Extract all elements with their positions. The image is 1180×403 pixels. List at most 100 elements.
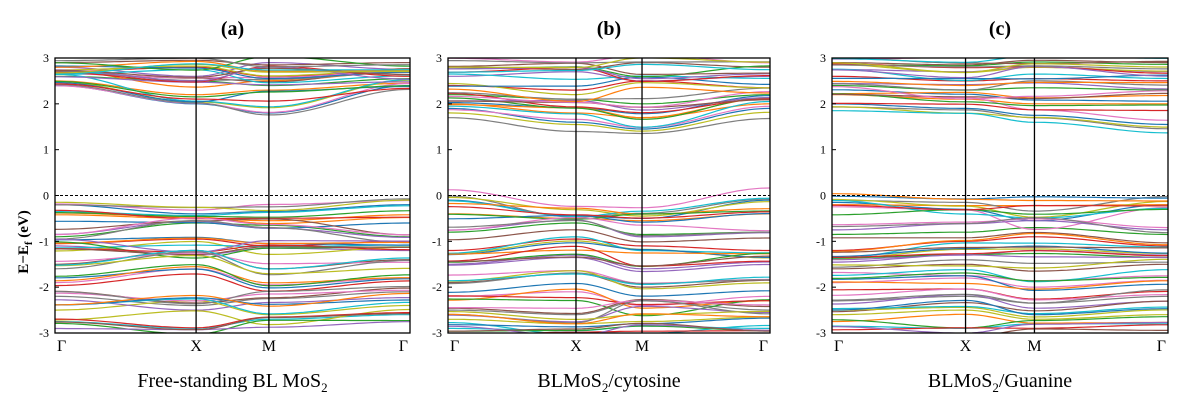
panel-caption: BLMoS2/cytosine xyxy=(537,370,680,395)
band-line xyxy=(55,217,410,236)
band-line xyxy=(448,212,770,223)
x-tick-label: Γ xyxy=(399,338,408,355)
band-line xyxy=(55,80,410,98)
band-line xyxy=(448,103,770,119)
band-line xyxy=(832,93,1168,107)
band-line xyxy=(448,219,770,237)
band-line xyxy=(832,231,1168,244)
band-line xyxy=(832,58,1168,63)
band-line xyxy=(55,58,410,71)
band-line xyxy=(55,58,410,68)
band-line xyxy=(448,66,770,83)
band-line xyxy=(832,86,1168,100)
band-line xyxy=(832,63,1168,74)
band-line xyxy=(448,272,770,285)
band-line xyxy=(832,272,1168,282)
band-line xyxy=(832,62,1168,74)
band-line xyxy=(55,246,410,256)
band-line xyxy=(448,87,770,100)
band-line xyxy=(55,83,410,116)
band-line xyxy=(55,53,410,56)
y-tick-label: -3 xyxy=(432,326,442,340)
band-line xyxy=(832,196,1168,212)
y-tick-label: -2 xyxy=(432,280,442,294)
band-line xyxy=(448,82,770,96)
band-line xyxy=(832,295,1168,304)
band-line xyxy=(55,219,410,244)
band-line xyxy=(832,275,1168,291)
band-line xyxy=(832,206,1168,230)
panel-3: -3 -2 -1 0 1 2 3 Γ X M Γ (c) BLMoS2/Guanine xyxy=(816,18,1169,395)
band-line xyxy=(832,263,1168,272)
band-line xyxy=(448,245,770,267)
band-line xyxy=(448,197,770,218)
panel-1: -3 -2 -1 0 1 2 3 Γ X M Γ (a) Free-standing BL MoS2 xyxy=(39,18,411,395)
band-line xyxy=(448,94,770,105)
band-line xyxy=(448,63,770,73)
band-line xyxy=(55,73,410,108)
band-line xyxy=(832,309,1168,320)
band-line xyxy=(832,102,1168,112)
y-tick-label: 2 xyxy=(820,97,826,111)
band-line xyxy=(448,111,770,132)
band-line xyxy=(832,199,1168,219)
band-line xyxy=(448,238,770,252)
band-line xyxy=(832,204,1168,211)
y-tick-label: 3 xyxy=(436,51,442,65)
band-line xyxy=(55,292,410,307)
band-line xyxy=(448,317,770,328)
band-line xyxy=(55,252,410,265)
band-line xyxy=(448,229,770,243)
band-line xyxy=(448,187,770,209)
x-tick-label: M xyxy=(635,338,649,355)
y-tick-label: 2 xyxy=(436,97,442,111)
x-tick-label: Γ xyxy=(57,338,66,355)
x-tick-label: Γ xyxy=(450,338,459,355)
band-lines xyxy=(448,58,770,333)
band-line xyxy=(55,291,410,307)
band-line xyxy=(832,80,1168,87)
band-line xyxy=(448,255,770,267)
band-line xyxy=(832,103,1168,126)
y-tick-label: 1 xyxy=(43,143,49,157)
band-line xyxy=(997,328,1168,333)
y-tick-label: -3 xyxy=(39,326,49,340)
band-line xyxy=(832,232,1168,252)
band-line xyxy=(55,244,410,253)
band-line xyxy=(55,238,410,253)
band-line xyxy=(55,285,410,305)
band-line xyxy=(832,299,1168,316)
band-line xyxy=(55,300,410,316)
band-line xyxy=(55,198,410,209)
band-line xyxy=(55,249,410,270)
x-tick-label: M xyxy=(262,338,276,355)
band-line xyxy=(832,321,1168,333)
band-lines xyxy=(55,53,410,333)
y-tick-label: 1 xyxy=(436,143,442,157)
band-line xyxy=(55,218,410,236)
band-line xyxy=(832,269,1168,283)
band-line xyxy=(448,216,770,232)
y-tick-label: -1 xyxy=(39,234,49,248)
band-line xyxy=(448,256,770,273)
y-tick-label: 1 xyxy=(820,143,826,157)
band-line xyxy=(832,280,1168,290)
band-line xyxy=(832,80,1168,91)
band-line xyxy=(448,236,770,254)
band-line xyxy=(55,268,410,289)
band-line xyxy=(832,250,1168,258)
y-tick-label: -2 xyxy=(816,280,826,294)
band-line xyxy=(832,305,1168,315)
panel-caption: BLMoS2/Guanine xyxy=(928,370,1072,395)
band-line xyxy=(832,110,1168,134)
band-line xyxy=(55,63,410,75)
band-line xyxy=(832,84,1168,91)
y-tick-label: -1 xyxy=(432,234,442,248)
band-line xyxy=(832,254,1168,263)
band-line xyxy=(55,66,410,82)
band-line xyxy=(832,294,1168,309)
band-line xyxy=(832,195,1168,200)
y-tick-label: 3 xyxy=(820,51,826,65)
band-line xyxy=(55,204,410,215)
